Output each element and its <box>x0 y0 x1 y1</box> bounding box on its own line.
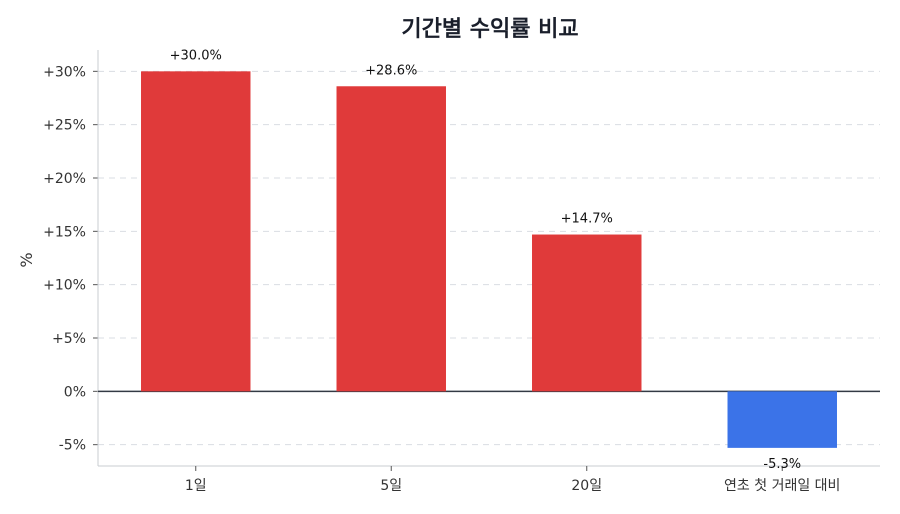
x-tick-label: 5일 <box>380 478 402 494</box>
y-tick-label: +25% <box>43 118 86 134</box>
y-tick-label: +15% <box>43 224 86 240</box>
data-labels: +30.0% +28.6% +14.7% -5.3% <box>170 48 801 472</box>
bar <box>336 86 446 392</box>
x-tick-label: 1일 <box>185 478 207 494</box>
gridlines <box>98 70 880 446</box>
y-tick-label: 0% <box>64 384 86 400</box>
y-tick-label: -5% <box>59 438 86 454</box>
y-tick-label: +5% <box>52 331 86 347</box>
data-label: +14.7% <box>561 212 613 227</box>
bar <box>532 234 642 392</box>
x-tick-label: 연초 첫 거래일 대비 <box>724 478 840 494</box>
bars <box>141 71 837 448</box>
chart-title: 기간별 수익률 비교 <box>401 17 578 42</box>
y-tick-label: +10% <box>43 278 86 294</box>
y-tick-label: +30% <box>43 64 86 80</box>
bar <box>727 391 837 448</box>
data-label: -5.3% <box>763 457 801 472</box>
tick-labels: -5% 0% +5% +10% +15% +20% +25% +30% 1일 5일 20일 연초 첫 … <box>43 64 840 494</box>
data-label: +30.0% <box>170 48 222 63</box>
y-axis-label: % <box>17 252 36 267</box>
bar <box>141 71 251 392</box>
data-label: +28.6% <box>365 63 417 78</box>
y-tick-label: +20% <box>43 171 86 187</box>
x-tick-label: 20일 <box>571 478 602 494</box>
